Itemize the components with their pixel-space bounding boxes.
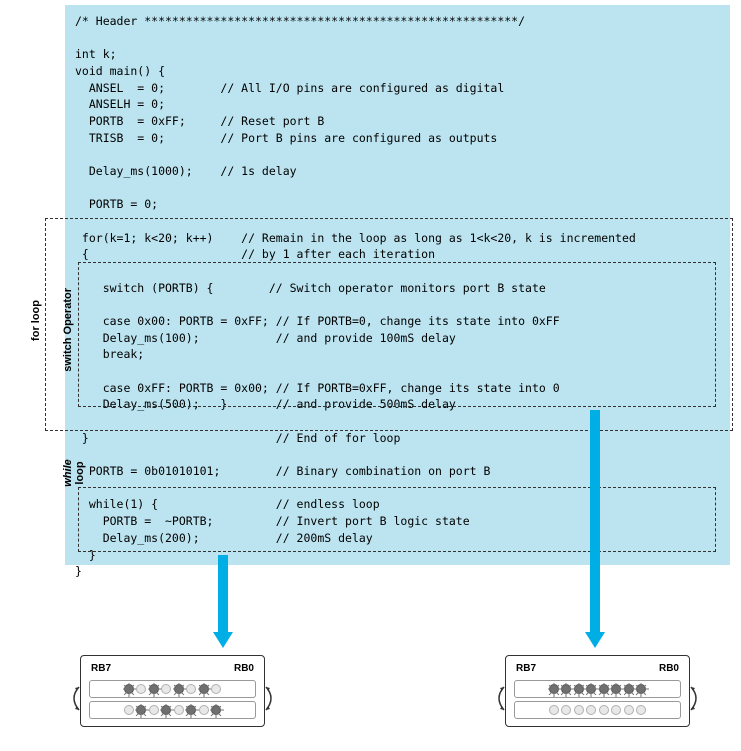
led (586, 684, 596, 694)
led-row (89, 701, 256, 719)
led-row (514, 701, 681, 719)
led (624, 684, 634, 694)
rb7-label: RB7 (91, 662, 111, 677)
led (124, 684, 134, 694)
cycle-icon (687, 684, 703, 714)
led (599, 684, 609, 694)
rb0-label: RB0 (659, 662, 679, 677)
led (199, 705, 209, 715)
led (199, 684, 209, 694)
led (186, 705, 196, 715)
led (636, 705, 646, 715)
led-row (89, 680, 256, 698)
cycle-icon (492, 684, 508, 714)
led (574, 684, 584, 694)
led (624, 705, 634, 715)
led (586, 705, 596, 715)
led (174, 684, 184, 694)
for-loop-label: for loop (30, 300, 42, 341)
led (149, 705, 159, 715)
led (161, 705, 171, 715)
led (161, 684, 171, 694)
arrow-to-right-panel (590, 410, 600, 634)
rb0-label: RB0 (234, 662, 254, 677)
led (611, 684, 621, 694)
led (611, 705, 621, 715)
switch-op-label: switch Operator (62, 288, 74, 372)
led (186, 684, 196, 694)
led (211, 684, 221, 694)
while-loop-label: while loop (62, 448, 86, 498)
led-row (514, 680, 681, 698)
cycle-icon (262, 684, 278, 714)
rb7-label: RB7 (516, 662, 536, 677)
led (636, 684, 646, 694)
led (599, 705, 609, 715)
led-panel-left: RB7 RB0 (80, 655, 265, 727)
led-panel-right: RB7 RB0 (505, 655, 690, 727)
led (124, 705, 134, 715)
led (561, 705, 571, 715)
led (561, 684, 571, 694)
arrow-to-left-panel (218, 555, 228, 634)
led (574, 705, 584, 715)
led (136, 684, 146, 694)
led (549, 705, 559, 715)
code-block: /* Header ******************************… (65, 5, 730, 565)
led (174, 705, 184, 715)
cycle-icon (67, 684, 83, 714)
led (211, 705, 221, 715)
led (149, 684, 159, 694)
led (136, 705, 146, 715)
led (549, 684, 559, 694)
